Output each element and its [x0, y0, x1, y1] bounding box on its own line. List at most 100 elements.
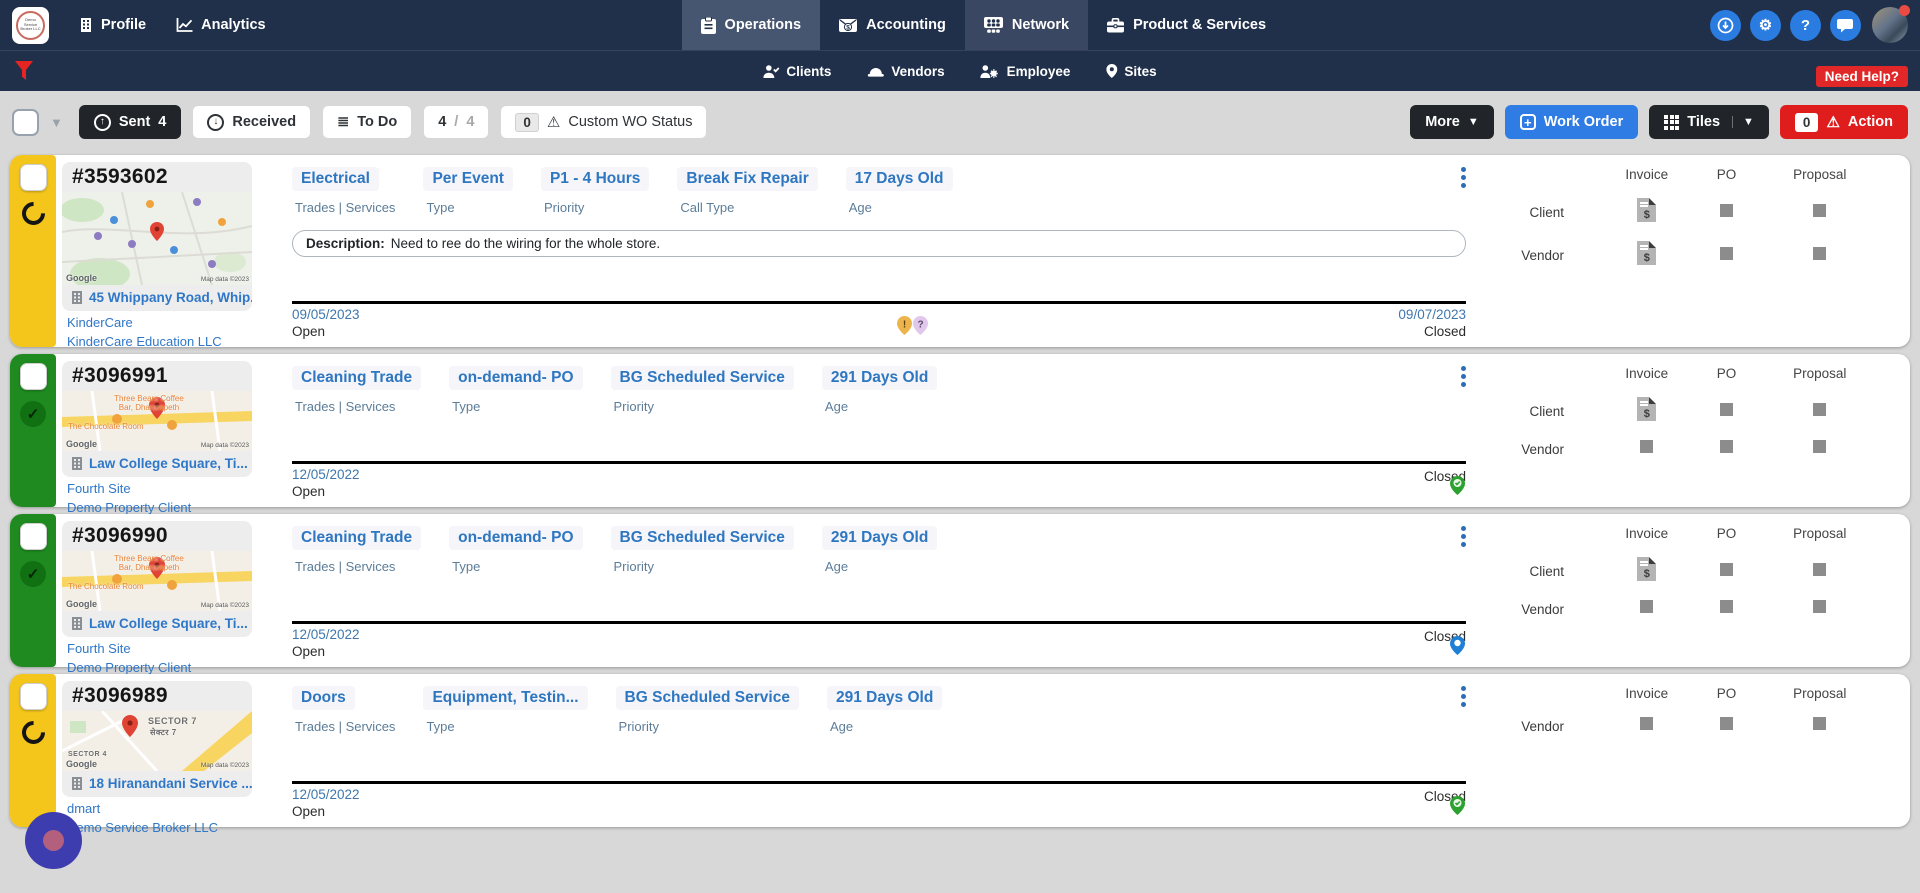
card-checkbox[interactable]: [19, 363, 47, 390]
client-link[interactable]: Demo Property Client: [67, 500, 192, 515]
address-link[interactable]: Law College Square, Ti...: [62, 451, 252, 477]
tag-value[interactable]: P1 - 4 Hours: [540, 167, 650, 191]
tiles-dropdown-caret[interactable]: ▼: [1732, 116, 1754, 128]
help-icon-button[interactable]: ?: [1789, 9, 1821, 41]
tag-value[interactable]: Per Event: [423, 167, 513, 191]
need-help-badge[interactable]: Need Help?: [1815, 66, 1908, 87]
po-placeholder-icon[interactable]: [1720, 717, 1734, 730]
card-checkbox[interactable]: [19, 164, 47, 191]
client-link[interactable]: Demo Service Broker LLC: [67, 820, 218, 835]
proposal-placeholder-icon[interactable]: [1813, 402, 1827, 416]
custom-wo-status-button[interactable]: 0 ⚠ Custom WO Status: [500, 105, 708, 139]
tag-value[interactable]: BG Scheduled Service: [610, 526, 794, 550]
tag-value[interactable]: Cleaning Trade: [292, 366, 422, 390]
map-thumbnail[interactable]: Three Bears Coffee Bar, Dharampeth The C…: [62, 551, 252, 611]
tag-value[interactable]: Doors: [292, 686, 355, 710]
map-thumbnail[interactable]: SECTOR 7 सेक्टर 7 SECTOR 4 Google Map da…: [62, 711, 252, 771]
nav-link-analytics[interactable]: Analytics: [176, 17, 266, 33]
work-order-button[interactable]: + Work Order: [1504, 105, 1639, 139]
question-pin-icon[interactable]: ?: [913, 316, 929, 335]
po-placeholder-icon[interactable]: [1720, 246, 1734, 260]
card-menu-button[interactable]: [1453, 522, 1474, 551]
client-link[interactable]: Demo Property Client: [67, 660, 192, 675]
company-logo[interactable]: Demo Service Broker LLC: [12, 6, 49, 44]
invoice-document-icon[interactable]: [1637, 557, 1657, 581]
green-check-pin-icon[interactable]: [1450, 796, 1465, 815]
sync-icon-button[interactable]: [1709, 9, 1741, 41]
proposal-placeholder-icon[interactable]: [1813, 440, 1827, 453]
todo-filter-button[interactable]: ≣ To Do: [322, 105, 413, 139]
received-filter-button[interactable]: ↓ Received: [192, 105, 312, 139]
settings-icon-button[interactable]: ⚙: [1749, 9, 1781, 41]
address-link[interactable]: 45 Whippany Road, Whip...: [62, 285, 252, 311]
tag-value[interactable]: 17 Days Old: [845, 167, 953, 191]
subnav-link-sites[interactable]: Sites: [1106, 64, 1157, 79]
tag-value[interactable]: Equipment, Testin...: [423, 686, 588, 710]
tab-operations[interactable]: Operations: [681, 0, 821, 50]
invoice-document-icon[interactable]: [1637, 241, 1657, 265]
invoice-placeholder-icon[interactable]: [1640, 440, 1654, 453]
nav-link-profile[interactable]: Profile: [79, 17, 146, 33]
tag-value[interactable]: on-demand- PO: [449, 366, 583, 390]
map-thumbnail[interactable]: Three Bears Coffee Bar, Dharampeth The C…: [62, 391, 252, 451]
po-placeholder-icon[interactable]: [1720, 203, 1734, 217]
chat-launcher-button[interactable]: [25, 812, 82, 869]
tab-accounting[interactable]: $ Accounting: [820, 0, 965, 50]
proposal-placeholder-icon[interactable]: [1813, 600, 1827, 613]
po-placeholder-icon[interactable]: [1720, 600, 1734, 613]
tag-value[interactable]: 291 Days Old: [821, 526, 938, 550]
tag-value[interactable]: Cleaning Trade: [292, 526, 422, 550]
action-button[interactable]: 0 ⚠ Action: [1779, 105, 1908, 139]
user-avatar[interactable]: [1871, 5, 1910, 43]
sent-filter-button[interactable]: ↑ Sent 4: [78, 105, 182, 139]
invoice-document-icon[interactable]: [1637, 397, 1657, 421]
client-link[interactable]: KinderCare Education LLC: [67, 334, 222, 349]
invoice-placeholder-icon[interactable]: [1640, 717, 1654, 730]
filter-funnel-icon[interactable]: [14, 60, 34, 82]
card-menu-button[interactable]: [1453, 682, 1474, 711]
tag-value[interactable]: BG Scheduled Service: [615, 686, 799, 710]
po-placeholder-icon[interactable]: [1720, 562, 1734, 576]
invoice-document-icon[interactable]: [1637, 198, 1657, 222]
tag-value[interactable]: 291 Days Old: [826, 686, 943, 710]
site-link[interactable]: Fourth Site: [67, 641, 131, 656]
card-menu-button[interactable]: [1453, 362, 1474, 391]
tab-product-services[interactable]: Product & Services: [1088, 0, 1285, 50]
tag-value[interactable]: Break Fix Repair: [677, 167, 818, 191]
blue-pin-icon[interactable]: [1450, 636, 1465, 655]
map-thumbnail[interactable]: Google Map data ©2023: [62, 192, 252, 285]
card-checkbox[interactable]: [19, 523, 47, 550]
po-placeholder-icon[interactable]: [1720, 402, 1734, 416]
address-link[interactable]: Law College Square, Ti...: [62, 611, 252, 637]
site-link[interactable]: Fourth Site: [67, 481, 131, 496]
work-order-number[interactable]: #3593602: [72, 165, 168, 188]
tag-value[interactable]: BG Scheduled Service: [610, 366, 794, 390]
more-button[interactable]: More ▼: [1410, 105, 1494, 139]
subnav-link-clients[interactable]: Clients: [763, 64, 831, 79]
exclaim-pin-icon[interactable]: !: [897, 316, 913, 335]
site-link[interactable]: dmart: [67, 801, 101, 816]
tab-network[interactable]: Network: [964, 0, 1089, 50]
invoice-placeholder-icon[interactable]: [1640, 600, 1654, 613]
select-all-checkbox[interactable]: [12, 108, 39, 136]
card-menu-button[interactable]: [1453, 163, 1474, 192]
site-link[interactable]: KinderCare: [67, 315, 133, 330]
address-link[interactable]: 18 Hiranandani Service ...: [62, 771, 252, 797]
subnav-link-employee[interactable]: Employee: [980, 64, 1070, 79]
card-checkbox[interactable]: [19, 683, 47, 710]
chat-icon-button[interactable]: [1829, 9, 1861, 41]
proposal-placeholder-icon[interactable]: [1813, 717, 1827, 730]
work-order-number[interactable]: #3096989: [72, 684, 168, 707]
proposal-placeholder-icon[interactable]: [1813, 562, 1827, 576]
tiles-view-button[interactable]: Tiles ▼: [1649, 105, 1769, 139]
tag-value[interactable]: on-demand- PO: [449, 526, 583, 550]
tag-value[interactable]: Electrical: [292, 167, 379, 191]
proposal-placeholder-icon[interactable]: [1813, 246, 1827, 260]
select-dropdown-caret[interactable]: ▼: [50, 114, 63, 130]
proposal-placeholder-icon[interactable]: [1813, 203, 1827, 217]
po-placeholder-icon[interactable]: [1720, 440, 1734, 453]
subnav-link-vendors[interactable]: Vendors: [867, 64, 945, 79]
work-order-number[interactable]: #3096991: [72, 364, 168, 387]
work-order-number[interactable]: #3096990: [72, 524, 168, 547]
tag-value[interactable]: 291 Days Old: [821, 366, 938, 390]
